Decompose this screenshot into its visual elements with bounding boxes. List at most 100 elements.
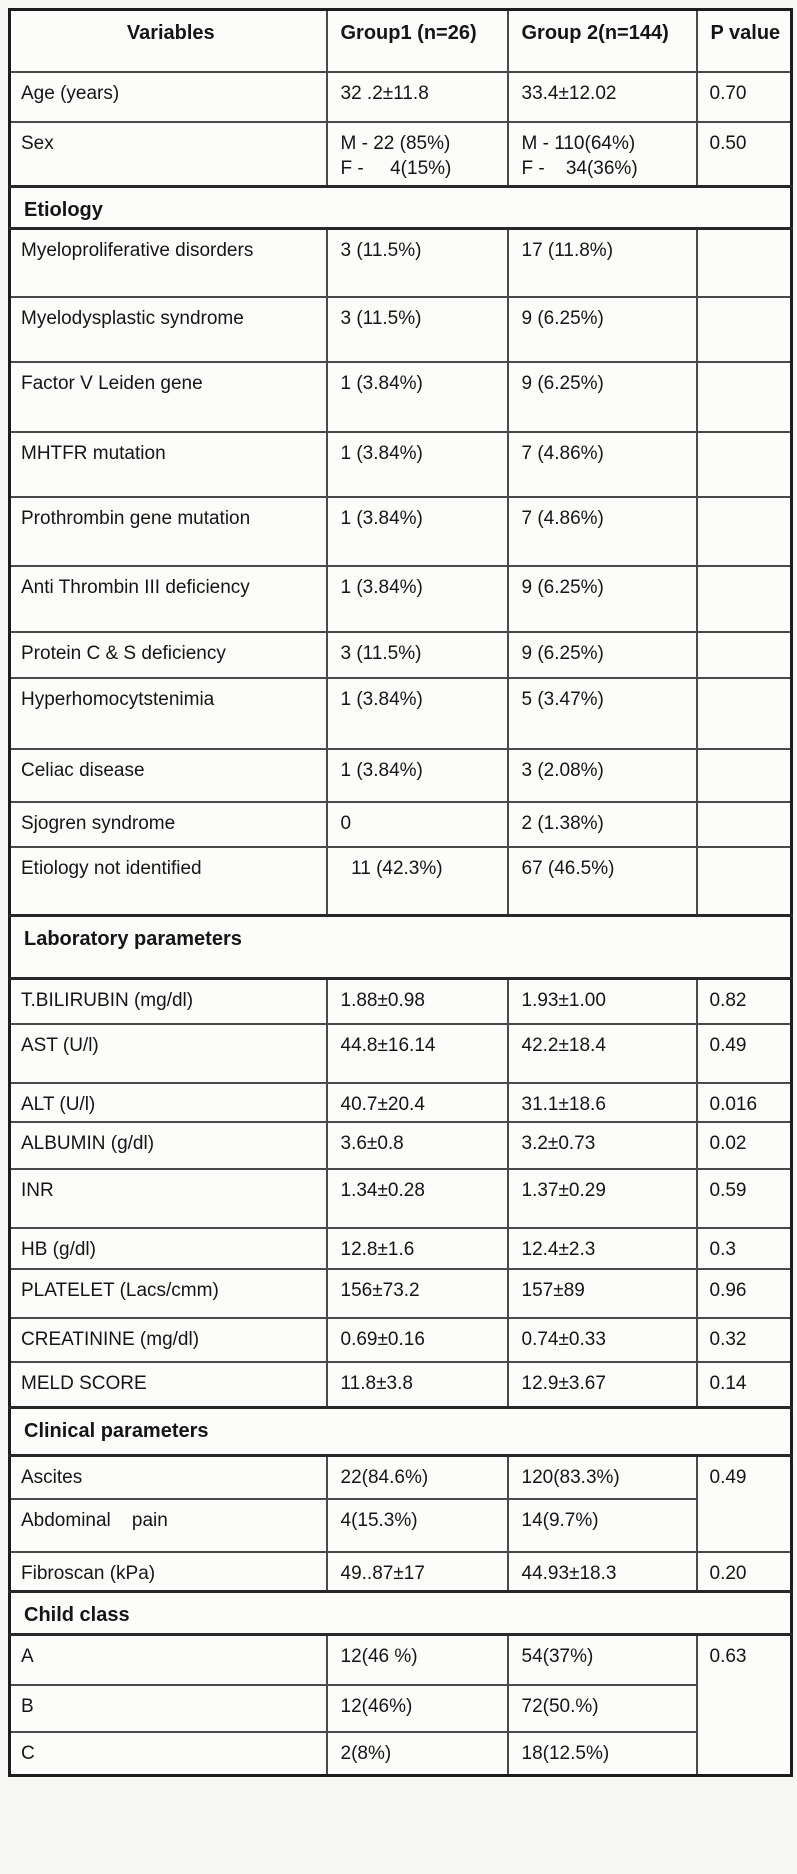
- group1-value: 4(15.3%): [325, 1497, 509, 1553]
- section-title: Etiology: [8, 184, 793, 231]
- section-row: Laboratory parameters: [8, 914, 793, 981]
- group1-value: 3.6±0.8: [325, 1120, 509, 1170]
- p-value: [695, 564, 793, 633]
- group2-value: 18(12.5%): [506, 1730, 698, 1777]
- table-row: CREATININE (mg/dl) 0.69±0.16 0.74±0.33 0.32: [8, 1316, 793, 1363]
- group2-value: 14(9.7%): [506, 1497, 698, 1553]
- row-label: Ascites: [8, 1454, 328, 1500]
- table-row: ALBUMIN (g/dl) 3.6±0.8 3.2±0.73 0.02: [8, 1120, 793, 1170]
- group1-value: 22(84.6%): [325, 1454, 509, 1500]
- p-value: 0.59: [695, 1167, 793, 1229]
- p-value: 0.49: [695, 1022, 793, 1084]
- clinical-comparison-table: Variables Group1 (n=26) Group 2(n=144) P…: [8, 8, 793, 1778]
- column-header-group2: Group 2(n=144): [506, 8, 698, 73]
- row-label: Abdominal pain: [8, 1497, 328, 1553]
- table-row: Myelodysplastic syndrome 3 (11.5%) 9 (6.25…: [8, 295, 793, 363]
- group2-value: 7 (4.86%): [506, 495, 698, 567]
- p-value: [695, 676, 793, 750]
- table-row: Celiac disease 1 (3.84%) 3 (2.08%): [8, 747, 793, 803]
- table-row: AST (U/l) 44.8±16.14 42.2±18.4 0.49: [8, 1022, 793, 1084]
- table-row: MHTFR mutation 1 (3.84%) 7 (4.86%): [8, 430, 793, 498]
- row-label: AST (U/l): [8, 1022, 328, 1084]
- p-value: [695, 747, 793, 803]
- section-row: Clinical parameters: [8, 1406, 793, 1458]
- row-label: Anti Thrombin III deficiency: [8, 564, 328, 633]
- group1-value: 1.88±0.98: [325, 977, 509, 1025]
- p-value: 0.70: [695, 70, 793, 123]
- row-label: Age (years): [8, 70, 328, 123]
- row-label: B: [8, 1683, 328, 1733]
- row-label: Celiac disease: [8, 747, 328, 803]
- group2-value: 72(50.%): [506, 1683, 698, 1733]
- table-row: Abdominal pain 4(15.3%) 14(9.7%): [8, 1497, 792, 1553]
- row-label: Prothrombin gene mutation: [8, 495, 328, 567]
- group1-value: M - 22 (85%) F - 4(15%): [325, 120, 509, 188]
- table-header: Variables Group1 (n=26) Group 2(n=144) P…: [8, 8, 793, 73]
- p-value: 0.49: [695, 1454, 793, 1553]
- table-row: B 12(46%) 72(50.%): [8, 1683, 792, 1733]
- p-value: [695, 430, 793, 498]
- group1-value: 49..87±17: [325, 1550, 509, 1593]
- group2-value: 3.2±0.73: [506, 1120, 698, 1170]
- group1-value: 12.8±1.6: [325, 1226, 509, 1270]
- column-header-pvalue: P value: [695, 8, 793, 73]
- group1-value: 2(8%): [325, 1730, 509, 1777]
- group2-value: 1.93±1.00: [506, 977, 698, 1025]
- section-title: Laboratory parameters: [8, 914, 793, 981]
- group1-value: 1 (3.84%): [325, 495, 509, 567]
- p-value: 0.14: [695, 1360, 793, 1409]
- group1-value: 1 (3.84%): [325, 676, 509, 750]
- group1-value: 12(46%): [325, 1683, 509, 1733]
- table-row: A 12(46 %) 54(37%) 0.63: [8, 1633, 793, 1777]
- row-label: MHTFR mutation: [8, 430, 328, 498]
- group1-value: 0: [325, 800, 509, 848]
- table-row: PLATELET (Lacs/cmm) 156±73.2 157±89 0.96: [8, 1267, 793, 1319]
- group2-value: 157±89: [506, 1267, 698, 1319]
- group2-value: 17 (11.8%): [506, 227, 698, 298]
- group2-value: 7 (4.86%): [506, 430, 698, 498]
- row-label: CREATININE (mg/dl): [8, 1316, 328, 1363]
- row-label: Myeloproliferative disorders: [8, 227, 328, 298]
- group2-value: 67 (46.5%): [506, 845, 698, 917]
- group1-value: 156±73.2: [325, 1267, 509, 1319]
- p-value: 0.3: [695, 1226, 793, 1270]
- group1-value: 1.34±0.28: [325, 1167, 509, 1229]
- group2-value: 9 (6.25%): [506, 564, 698, 633]
- table-row: Age (years) 32 .2±11.8 33.4±12.02 0.70: [8, 70, 793, 123]
- group1-value: 32 .2±11.8: [325, 70, 509, 123]
- column-header-group1: Group1 (n=26): [325, 8, 509, 73]
- table-row: Etiology not identified 11 (42.3%) 67 (46…: [8, 845, 793, 917]
- p-value: 0.63: [695, 1633, 793, 1777]
- p-value: [695, 630, 793, 679]
- group1-value: 1 (3.84%): [325, 360, 509, 433]
- table-row: Hyperhomocytstenimia 1 (3.84%) 5 (3.47%): [8, 676, 793, 750]
- p-value: 0.20: [695, 1550, 793, 1593]
- group2-value: 9 (6.25%): [506, 630, 698, 679]
- table-row: Anti Thrombin III deficiency 1 (3.84%) 9 (…: [8, 564, 793, 633]
- group1-value: 40.7±20.4: [325, 1081, 509, 1123]
- p-value: [695, 800, 793, 848]
- table-row: Sjogren syndrome 0 2 (1.38%): [8, 800, 793, 848]
- group2-value: 9 (6.25%): [506, 360, 698, 433]
- p-value: [695, 845, 793, 917]
- row-label: A: [8, 1633, 328, 1686]
- table-row: T.BILIRUBIN (mg/dl) 1.88±0.98 1.93±1.00 0.8…: [8, 977, 793, 1025]
- table-row: Protein C & S deficiency 3 (11.5%) 9 (6.25…: [8, 630, 793, 679]
- group2-value: 31.1±18.6: [506, 1081, 698, 1123]
- group2-value: 12.9±3.67: [506, 1360, 698, 1409]
- row-label: Factor V Leiden gene: [8, 360, 328, 433]
- row-label: ALBUMIN (g/dl): [8, 1120, 328, 1170]
- p-value: [695, 227, 793, 298]
- group1-value: 44.8±16.14: [325, 1022, 509, 1084]
- group2-value: 44.93±18.3: [506, 1550, 698, 1593]
- section-title: Child class: [8, 1590, 793, 1637]
- group1-value: 1 (3.84%): [325, 430, 509, 498]
- row-label: INR: [8, 1167, 328, 1229]
- group2-value: 12.4±2.3: [506, 1226, 698, 1270]
- p-value: 0.96: [695, 1267, 793, 1319]
- table-row: Factor V Leiden gene 1 (3.84%) 9 (6.25%): [8, 360, 793, 433]
- p-value: 0.50: [695, 120, 793, 188]
- section-title: Clinical parameters: [8, 1406, 793, 1458]
- group2-value: 3 (2.08%): [506, 747, 698, 803]
